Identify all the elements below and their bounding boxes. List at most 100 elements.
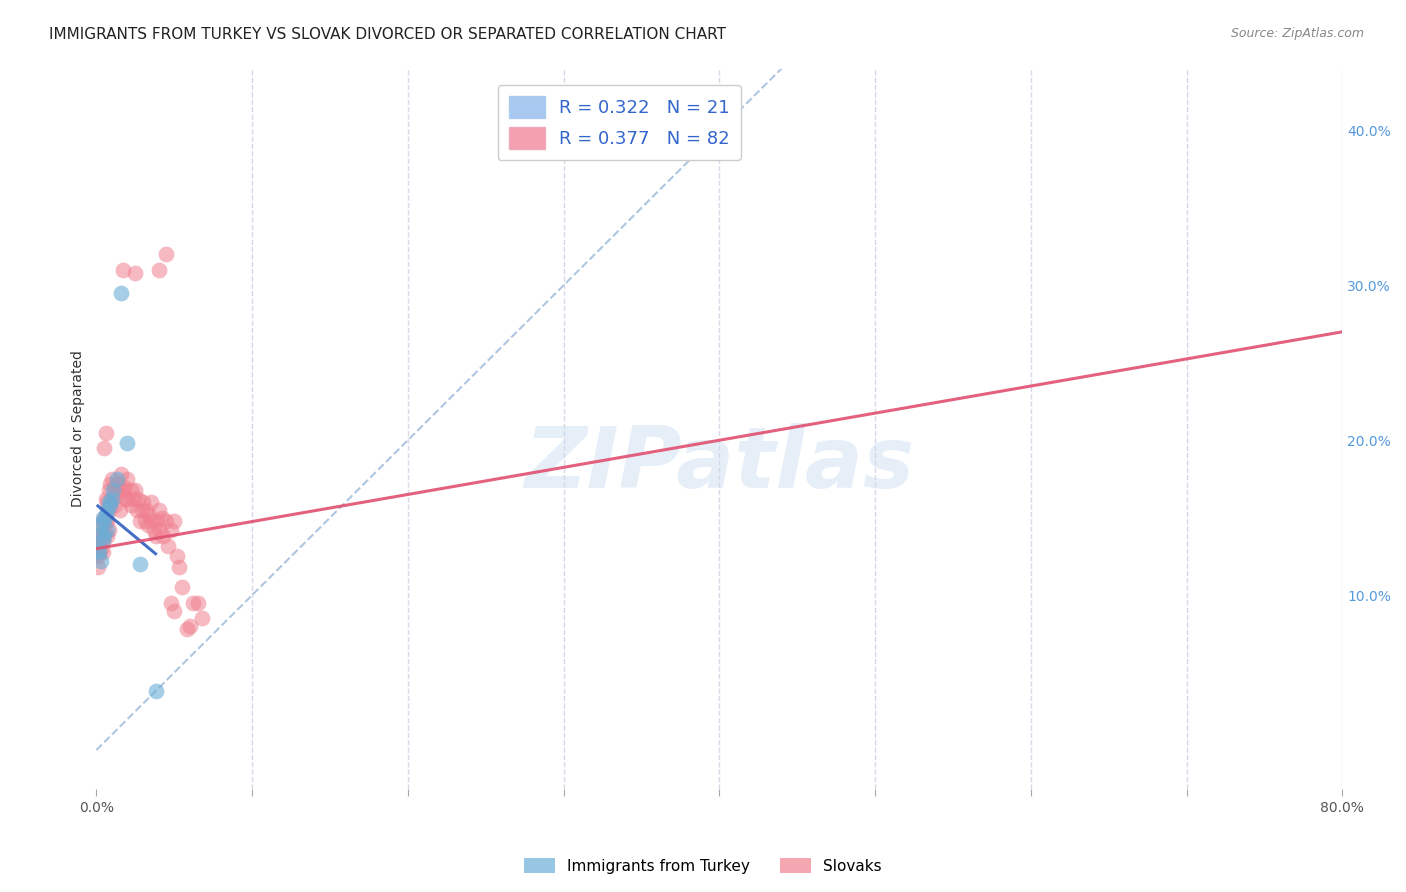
Y-axis label: Divorced or Separated: Divorced or Separated	[72, 351, 86, 507]
Point	[155, 514, 177, 528]
Point	[117, 472, 139, 486]
Point	[97, 503, 120, 517]
Point	[112, 480, 135, 494]
Point	[124, 266, 146, 280]
Point	[93, 514, 115, 528]
Point	[146, 514, 169, 528]
Point	[107, 476, 129, 491]
Point	[145, 529, 167, 543]
Point	[127, 492, 149, 507]
Point	[96, 503, 118, 517]
Point	[156, 539, 179, 553]
Point	[110, 286, 132, 301]
Point	[104, 480, 127, 494]
Point	[163, 514, 186, 528]
Point	[117, 492, 139, 507]
Point	[115, 492, 138, 507]
Text: Source: ZipAtlas.com: Source: ZipAtlas.com	[1230, 27, 1364, 40]
Point	[136, 518, 159, 533]
Point	[139, 495, 162, 509]
Point	[94, 492, 117, 507]
Point	[141, 514, 163, 528]
Point	[89, 526, 111, 541]
Point	[104, 498, 127, 512]
Point	[87, 541, 110, 556]
Point	[160, 523, 183, 537]
Legend: R = 0.322   N = 21, R = 0.377   N = 82: R = 0.322 N = 21, R = 0.377 N = 82	[498, 85, 741, 160]
Point	[93, 529, 115, 543]
Point	[90, 541, 112, 556]
Point	[101, 472, 124, 486]
Point	[149, 523, 172, 537]
Point	[124, 483, 146, 497]
Point	[91, 510, 114, 524]
Point	[134, 514, 156, 528]
Point	[93, 510, 115, 524]
Point	[129, 557, 152, 571]
Point	[138, 508, 160, 522]
Point	[155, 247, 177, 261]
Point	[152, 529, 174, 543]
Point	[94, 514, 117, 528]
Point	[97, 523, 120, 537]
Point	[89, 545, 111, 559]
Point	[87, 533, 110, 548]
Point	[145, 684, 167, 698]
Point	[93, 441, 115, 455]
Point	[143, 523, 166, 537]
Point	[120, 483, 142, 497]
Point	[110, 467, 132, 482]
Point	[148, 503, 170, 517]
Point	[111, 263, 134, 277]
Point	[98, 498, 121, 512]
Point	[87, 549, 110, 564]
Point	[187, 596, 209, 610]
Text: IMMIGRANTS FROM TURKEY VS SLOVAK DIVORCED OR SEPARATED CORRELATION CHART: IMMIGRANTS FROM TURKEY VS SLOVAK DIVORCE…	[49, 27, 727, 42]
Point	[90, 526, 112, 541]
Point	[89, 539, 111, 553]
Point	[93, 526, 115, 541]
Point	[103, 483, 125, 497]
Point	[176, 622, 198, 636]
Point	[91, 533, 114, 548]
Point	[96, 523, 118, 537]
Point	[101, 492, 124, 507]
Point	[131, 503, 153, 517]
Legend: Immigrants from Turkey, Slovaks: Immigrants from Turkey, Slovaks	[517, 852, 889, 880]
Point	[105, 472, 128, 486]
Point	[122, 492, 145, 507]
Point	[90, 529, 112, 543]
Point	[135, 503, 157, 517]
Text: ZIPatlas: ZIPatlas	[524, 423, 914, 506]
Point	[97, 495, 120, 509]
Point	[96, 514, 118, 528]
Point	[179, 619, 201, 633]
Point	[105, 483, 128, 497]
Point	[148, 263, 170, 277]
Point	[91, 545, 114, 559]
Point	[96, 495, 118, 509]
Point	[125, 503, 148, 517]
Point	[191, 611, 214, 625]
Point	[96, 529, 118, 543]
Point	[150, 510, 173, 524]
Point	[98, 476, 121, 491]
Point	[89, 518, 111, 533]
Point	[160, 596, 183, 610]
Point	[91, 533, 114, 548]
Point	[111, 483, 134, 497]
Point	[167, 560, 190, 574]
Point	[94, 508, 117, 522]
Point	[129, 514, 152, 528]
Point	[90, 518, 112, 533]
Point	[87, 560, 110, 574]
Point	[108, 487, 131, 501]
Point	[117, 436, 139, 450]
Point	[166, 549, 188, 564]
Point	[101, 492, 124, 507]
Point	[163, 604, 186, 618]
Point	[181, 596, 204, 610]
Point	[89, 545, 111, 559]
Point	[91, 514, 114, 528]
Point	[98, 498, 121, 512]
